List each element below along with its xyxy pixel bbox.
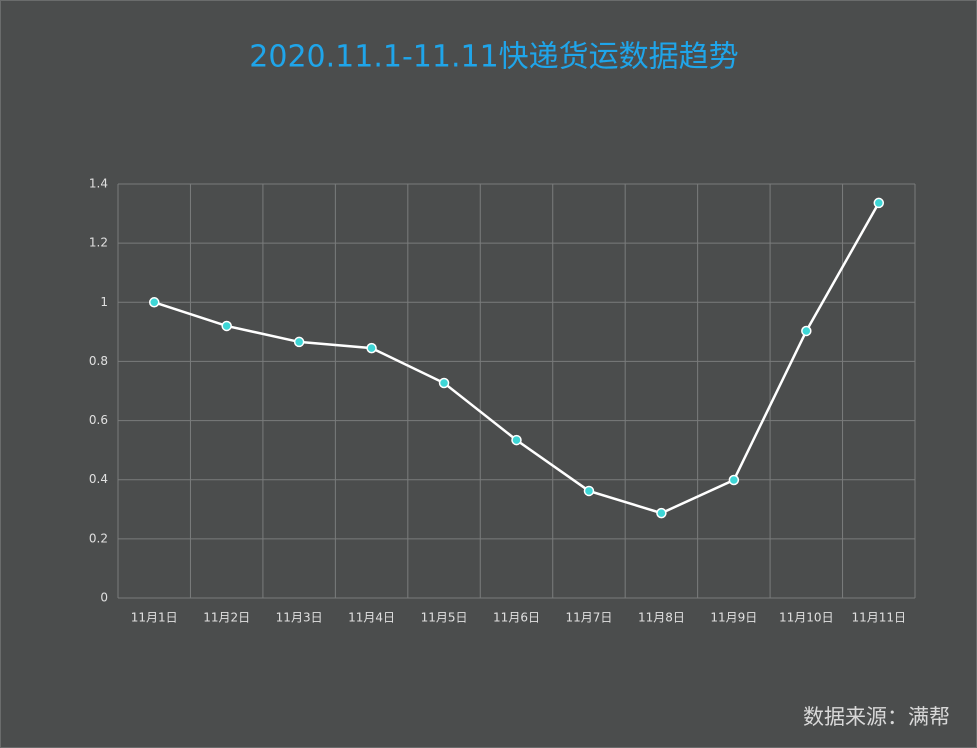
point-marker (366, 342, 377, 354)
source-note: 数据来源：满帮 (803, 705, 950, 729)
point-marker (511, 434, 522, 446)
y-tick-label: 1 (100, 295, 108, 309)
point-marker (293, 336, 305, 348)
point-marker (801, 325, 812, 337)
x-tick-label: 11月3日 (276, 611, 323, 625)
point-marker (148, 297, 160, 308)
x-tick-label: 11月10日 (779, 611, 834, 625)
x-tick-label: 11月5日 (421, 611, 468, 625)
x-tick-label: 11月2日 (203, 611, 250, 625)
x-tick-label: 11月1日 (131, 611, 178, 625)
point-marker (221, 320, 232, 332)
y-tick-label: 0.2 (89, 531, 108, 545)
point-marker (873, 197, 885, 209)
y-tick-label: 0.4 (89, 472, 108, 486)
chart-title: 2020.11.1-11.11快递货运数据趋势 (249, 40, 738, 75)
point-marker (656, 507, 667, 519)
y-tick-label: 0.6 (89, 413, 108, 427)
y-tick-label: 0 (100, 591, 108, 605)
y-tick-label: 1.4 (89, 177, 108, 191)
y-tick-label: 0.8 (89, 354, 108, 368)
x-tick-label: 11月9日 (710, 611, 757, 625)
point-marker (583, 485, 595, 497)
x-tick-label: 11月4日 (348, 611, 395, 625)
point-marker (728, 474, 740, 486)
y-tick-label: 1.2 (89, 236, 108, 250)
x-tick-label: 11月7日 (566, 611, 613, 625)
point-marker (438, 377, 450, 389)
x-tick-label: 11月8日 (638, 611, 685, 625)
x-tick-label: 11月6日 (493, 611, 540, 625)
x-tick-label: 11月11日 (851, 611, 906, 625)
